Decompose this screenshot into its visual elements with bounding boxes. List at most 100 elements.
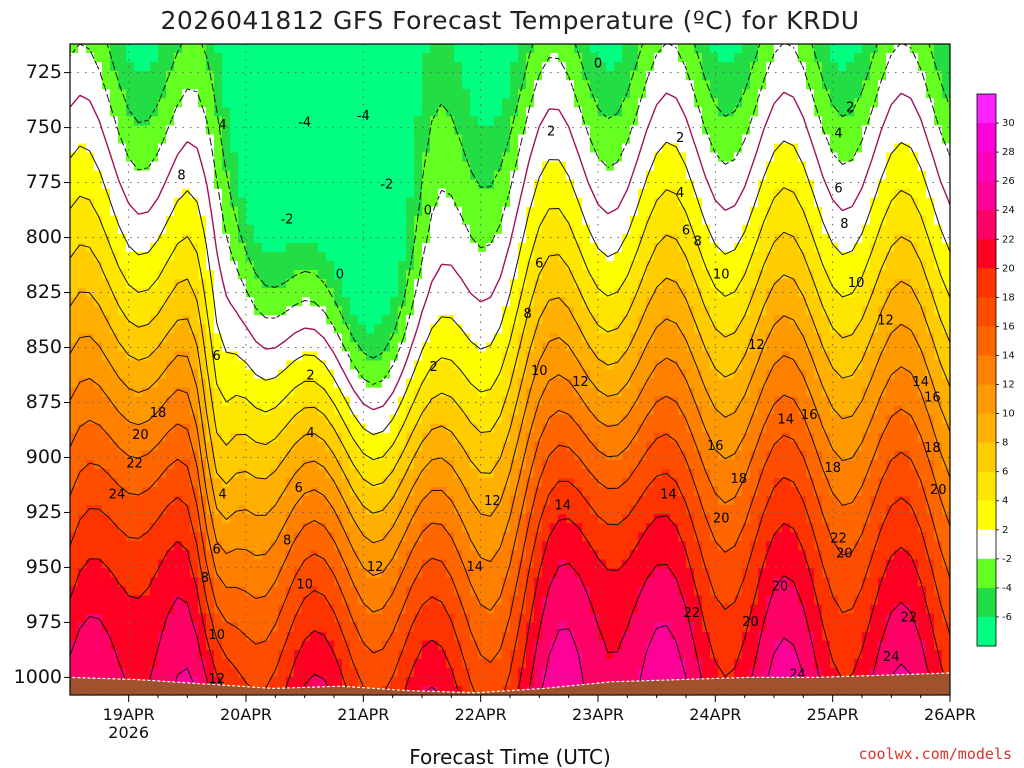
- colorbar-label: 4: [1002, 496, 1008, 507]
- y-tick-label: 925: [26, 501, 62, 523]
- colorbar-swatch: [977, 123, 996, 153]
- contour-line: [70, 394, 950, 613]
- x-tick-label: 20APR: [220, 705, 272, 724]
- contour-label: 22: [901, 611, 918, 626]
- contour-label: 20: [930, 483, 947, 498]
- contour-label: 10: [848, 276, 865, 291]
- contour-label: -4: [298, 116, 311, 131]
- contour-label: 0: [424, 204, 432, 219]
- contour-label: 4: [218, 118, 226, 133]
- contour-line: [106, 44, 950, 359]
- colorbar-label: 22: [1002, 234, 1015, 245]
- colorbar-label: 14: [1002, 351, 1015, 362]
- contour-label: 14: [777, 413, 794, 428]
- contour-label: 22: [126, 457, 143, 472]
- contour-label: 10: [296, 578, 313, 593]
- colorbar-label: 26: [1002, 176, 1015, 187]
- contour-label: 12: [367, 560, 384, 575]
- contour-label: 0: [336, 267, 344, 282]
- contour-label: 6: [535, 256, 543, 271]
- colorbar-label: 12: [1002, 380, 1015, 391]
- ground-surface: [70, 672, 950, 695]
- contour-label: 6: [295, 481, 303, 496]
- contour-label: 22: [684, 606, 701, 621]
- colorbar-label: 8: [1002, 438, 1008, 449]
- colorbar-swatch: [977, 297, 996, 327]
- y-tick-label: 875: [26, 391, 62, 413]
- contour-label: 8: [523, 307, 531, 322]
- colorbar-label: 10: [1002, 409, 1015, 420]
- y-tick-label: 800: [26, 226, 62, 248]
- contour-label: 20: [836, 547, 853, 562]
- colorbar-swatch: [977, 355, 996, 385]
- colorbar-swatch: [977, 94, 996, 124]
- contour-label: 24: [883, 650, 900, 665]
- colorbar-swatch: [977, 268, 996, 298]
- contour-label: 10: [208, 628, 225, 643]
- colorbar-label: 18: [1002, 292, 1015, 303]
- contour-label: 2: [846, 100, 854, 115]
- colorbar-swatch: [977, 152, 996, 182]
- contour-label: 14: [555, 498, 572, 513]
- contour-label: 12: [208, 672, 225, 687]
- contour-line: [70, 140, 950, 436]
- contour-label: 14: [912, 375, 929, 390]
- colorbar-swatch: [977, 210, 996, 240]
- chart-title: 2026041812 GFS Forecast Temperature (ºC)…: [161, 6, 860, 35]
- contour-label: 4: [834, 127, 842, 142]
- contour-line: [70, 355, 950, 576]
- colorbar-label: 20: [1002, 263, 1015, 274]
- x-tick-sublabel: 2026: [108, 723, 149, 742]
- x-tick-label: 21APR: [337, 705, 389, 724]
- x-tick-label: 19APR: [103, 705, 155, 724]
- colorbar-label: -6: [1002, 612, 1012, 623]
- temperature-field: [70, 44, 950, 695]
- colorbar-swatch: [977, 616, 996, 647]
- contour-label: 22: [830, 531, 847, 546]
- colorbar-swatch: [977, 413, 996, 444]
- contour-line: [70, 44, 950, 385]
- y-tick-label: 850: [26, 336, 62, 358]
- contour-label: 18: [924, 441, 941, 456]
- contour-label: 12: [572, 375, 589, 390]
- colorbar-swatch: [977, 239, 996, 269]
- contour-label: 20: [132, 428, 149, 443]
- y-tick-label: 900: [26, 446, 62, 468]
- contour-line: [70, 315, 950, 544]
- contour-label: 12: [484, 494, 501, 509]
- contour-line: [70, 472, 950, 695]
- colorbar-swatch: [977, 442, 996, 473]
- colorbar-swatch: [977, 181, 996, 211]
- colorbar-swatch: [977, 558, 996, 589]
- colorbar-label: -2: [1002, 554, 1012, 565]
- contour-line: [70, 515, 950, 695]
- colorbar-label: -4: [1002, 583, 1012, 594]
- contour-label: 16: [924, 391, 941, 406]
- contour-label: 10: [531, 364, 548, 379]
- contour-label: 18: [150, 406, 167, 421]
- contour-label: 6: [834, 182, 842, 197]
- credit-text: coolwx.com/models: [858, 745, 1012, 763]
- contour-label: 20: [742, 615, 759, 630]
- contour-label: 4: [306, 426, 314, 441]
- contour-line: [70, 231, 950, 487]
- contour-label: 2: [676, 131, 684, 146]
- contour-label: -2: [380, 177, 393, 192]
- colorbar-label: 24: [1002, 205, 1015, 216]
- contour-label: 6: [213, 349, 221, 364]
- colorbar-label: 2: [1002, 525, 1008, 536]
- contour-line: [70, 91, 950, 411]
- contour-label: -2: [281, 212, 294, 227]
- contour-label: 2: [430, 360, 438, 375]
- contour-label: 8: [201, 571, 209, 586]
- contour-label: 6: [682, 223, 690, 238]
- y-tick-label: 1000: [14, 666, 62, 688]
- contour-label: 18: [824, 461, 841, 476]
- x-tick-label: 24APR: [689, 705, 741, 724]
- y-tick-label: 775: [26, 171, 62, 193]
- contour-label: 6: [213, 542, 221, 557]
- y-tick-label: 750: [26, 116, 62, 138]
